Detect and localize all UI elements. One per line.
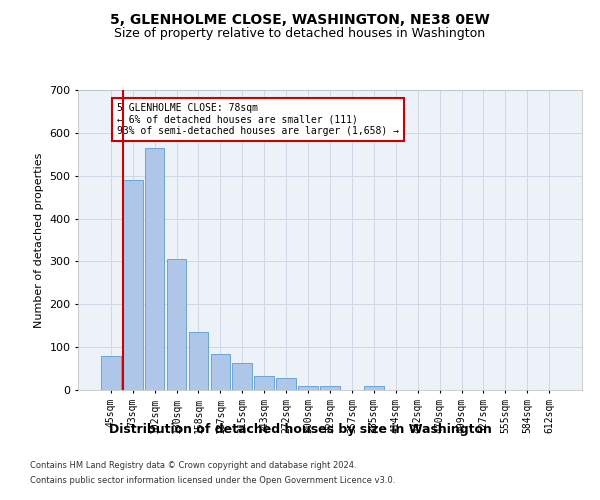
Bar — [298, 386, 318, 390]
Y-axis label: Number of detached properties: Number of detached properties — [34, 152, 44, 328]
Bar — [123, 180, 143, 390]
Bar — [320, 386, 340, 390]
Text: 5 GLENHOLME CLOSE: 78sqm
← 6% of detached houses are smaller (111)
93% of semi-d: 5 GLENHOLME CLOSE: 78sqm ← 6% of detache… — [118, 103, 400, 136]
Text: 5, GLENHOLME CLOSE, WASHINGTON, NE38 0EW: 5, GLENHOLME CLOSE, WASHINGTON, NE38 0EW — [110, 12, 490, 26]
Bar — [145, 148, 164, 390]
Text: Contains public sector information licensed under the Open Government Licence v3: Contains public sector information licen… — [30, 476, 395, 485]
Bar — [188, 332, 208, 390]
Bar — [211, 354, 230, 390]
Bar — [167, 260, 187, 390]
Bar — [101, 356, 121, 390]
Bar — [364, 386, 384, 390]
Text: Contains HM Land Registry data © Crown copyright and database right 2024.: Contains HM Land Registry data © Crown c… — [30, 461, 356, 470]
Bar — [276, 378, 296, 390]
Bar — [254, 376, 274, 390]
Text: Size of property relative to detached houses in Washington: Size of property relative to detached ho… — [115, 28, 485, 40]
Bar — [232, 363, 252, 390]
Text: Distribution of detached houses by size in Washington: Distribution of detached houses by size … — [109, 422, 491, 436]
